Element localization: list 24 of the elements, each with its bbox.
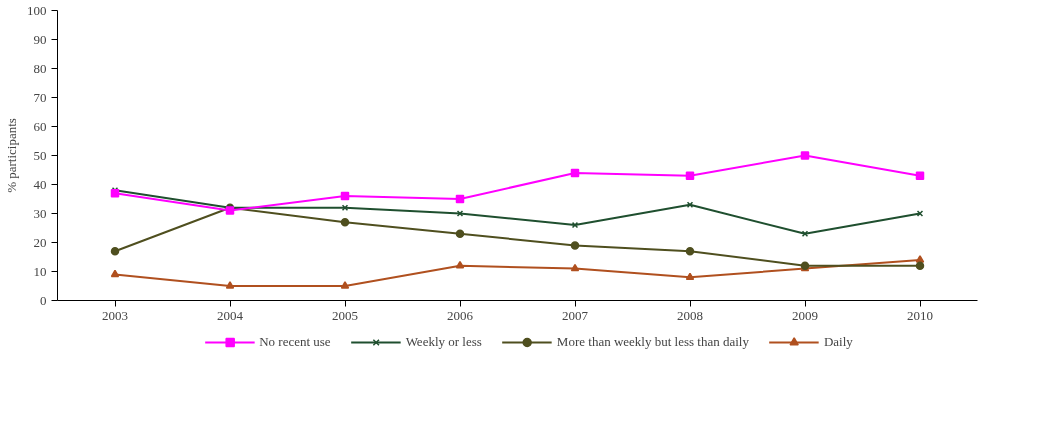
y-tick-label: 40 [33,176,47,192]
y-tick-label: 30 [33,205,47,221]
x-tick-label: 2008 [677,307,703,323]
y-tick-label: 100 [27,2,47,18]
y-tick-label: 10 [33,263,47,279]
y-tick-label: 70 [33,89,47,105]
x-tick-label: 2004 [217,307,244,323]
y-tick-label: 20 [33,234,47,250]
y-tick-label: 60 [33,118,47,134]
legend-label: No recent use [259,334,331,350]
x-tick-label: 2006 [447,307,474,323]
y-tick-label: 50 [33,147,47,163]
x-tick-label: 2003 [102,307,128,323]
y-tick-label: 90 [33,31,47,47]
y-axis-title: % participants [4,118,19,193]
x-tick-label: 2009 [792,307,818,323]
y-tick-label: 80 [33,60,47,76]
legend-label: More than weekly but less than daily [556,334,749,350]
legend-label: Weekly or less [405,334,482,350]
x-tick-label: 2010 [907,307,933,323]
x-tick-label: 2007 [562,307,589,323]
legend-label: Daily [823,334,853,350]
x-tick-label: 2005 [332,307,358,323]
y-tick-label: 0 [40,292,47,308]
